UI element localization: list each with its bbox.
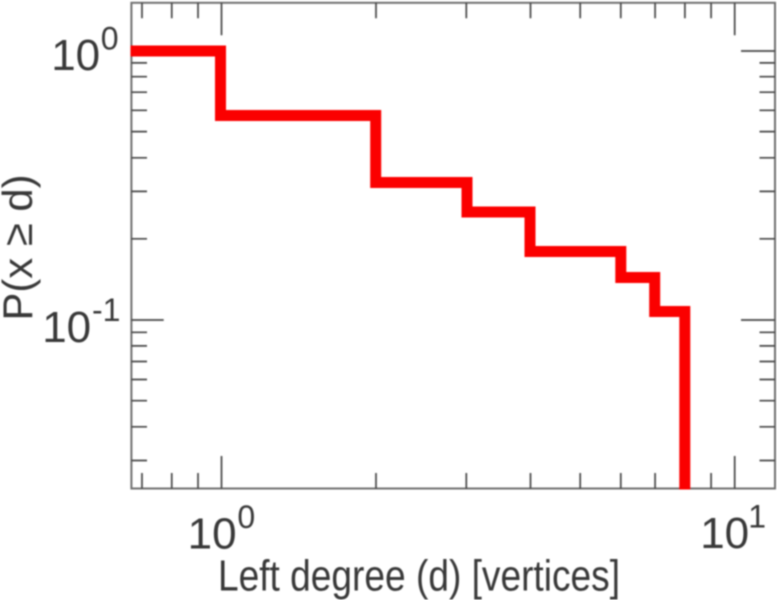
svg-text:10: 10 (700, 509, 749, 558)
svg-text:0: 0 (101, 21, 119, 57)
svg-text:0: 0 (237, 499, 255, 535)
svg-text:P(x ≥ d): P(x ≥ d) (0, 175, 41, 321)
svg-text:Left degree (d) [vertices]: Left degree (d) [vertices] (218, 552, 620, 600)
svg-text:1: 1 (748, 499, 766, 535)
svg-text:10: 10 (42, 303, 91, 352)
svg-text:-1: -1 (92, 292, 120, 328)
svg-text:10: 10 (188, 510, 237, 559)
svg-text:10: 10 (51, 31, 100, 80)
